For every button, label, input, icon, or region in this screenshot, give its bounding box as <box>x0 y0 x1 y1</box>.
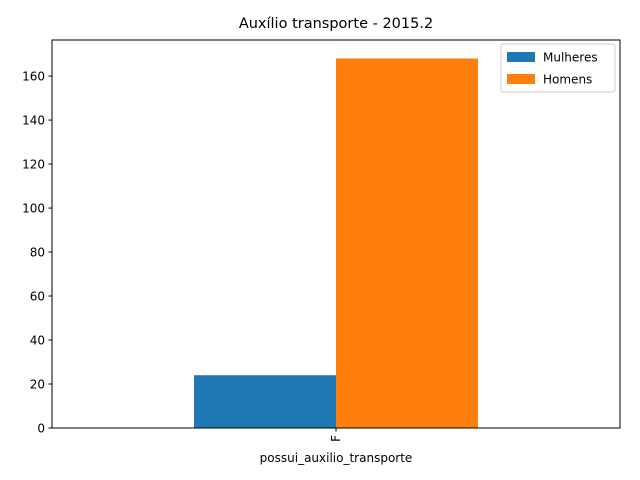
bars-group <box>194 58 478 428</box>
x-axis-label: possui_auxilio_transporte <box>260 451 413 465</box>
x-tick-label: F <box>329 435 343 442</box>
bar-homens-f <box>336 58 478 428</box>
y-tick-label: 40 <box>30 334 45 348</box>
y-tick-label: 140 <box>22 114 45 128</box>
y-axis: 0 20 40 60 80 100 120 140 160 <box>22 70 52 436</box>
legend-label-homens: Homens <box>543 73 592 87</box>
y-tick-label: 60 <box>30 290 45 304</box>
legend-label-mulheres: Mulheres <box>543 51 598 65</box>
y-tick-label: 160 <box>22 70 45 84</box>
y-tick-label: 120 <box>22 158 45 172</box>
legend: Mulheres Homens <box>500 43 616 93</box>
y-tick-label: 80 <box>30 246 45 260</box>
chart-title: Auxílio transporte - 2015.2 <box>239 16 433 32</box>
x-axis: F <box>329 428 343 442</box>
y-tick-label: 20 <box>30 378 45 392</box>
y-tick-label: 100 <box>22 202 45 216</box>
bar-mulheres-f <box>194 375 336 428</box>
y-tick-label: 0 <box>37 422 45 436</box>
plot-frame <box>51 39 621 429</box>
legend-swatch-homens <box>507 74 535 84</box>
legend-swatch-mulheres <box>507 52 535 62</box>
